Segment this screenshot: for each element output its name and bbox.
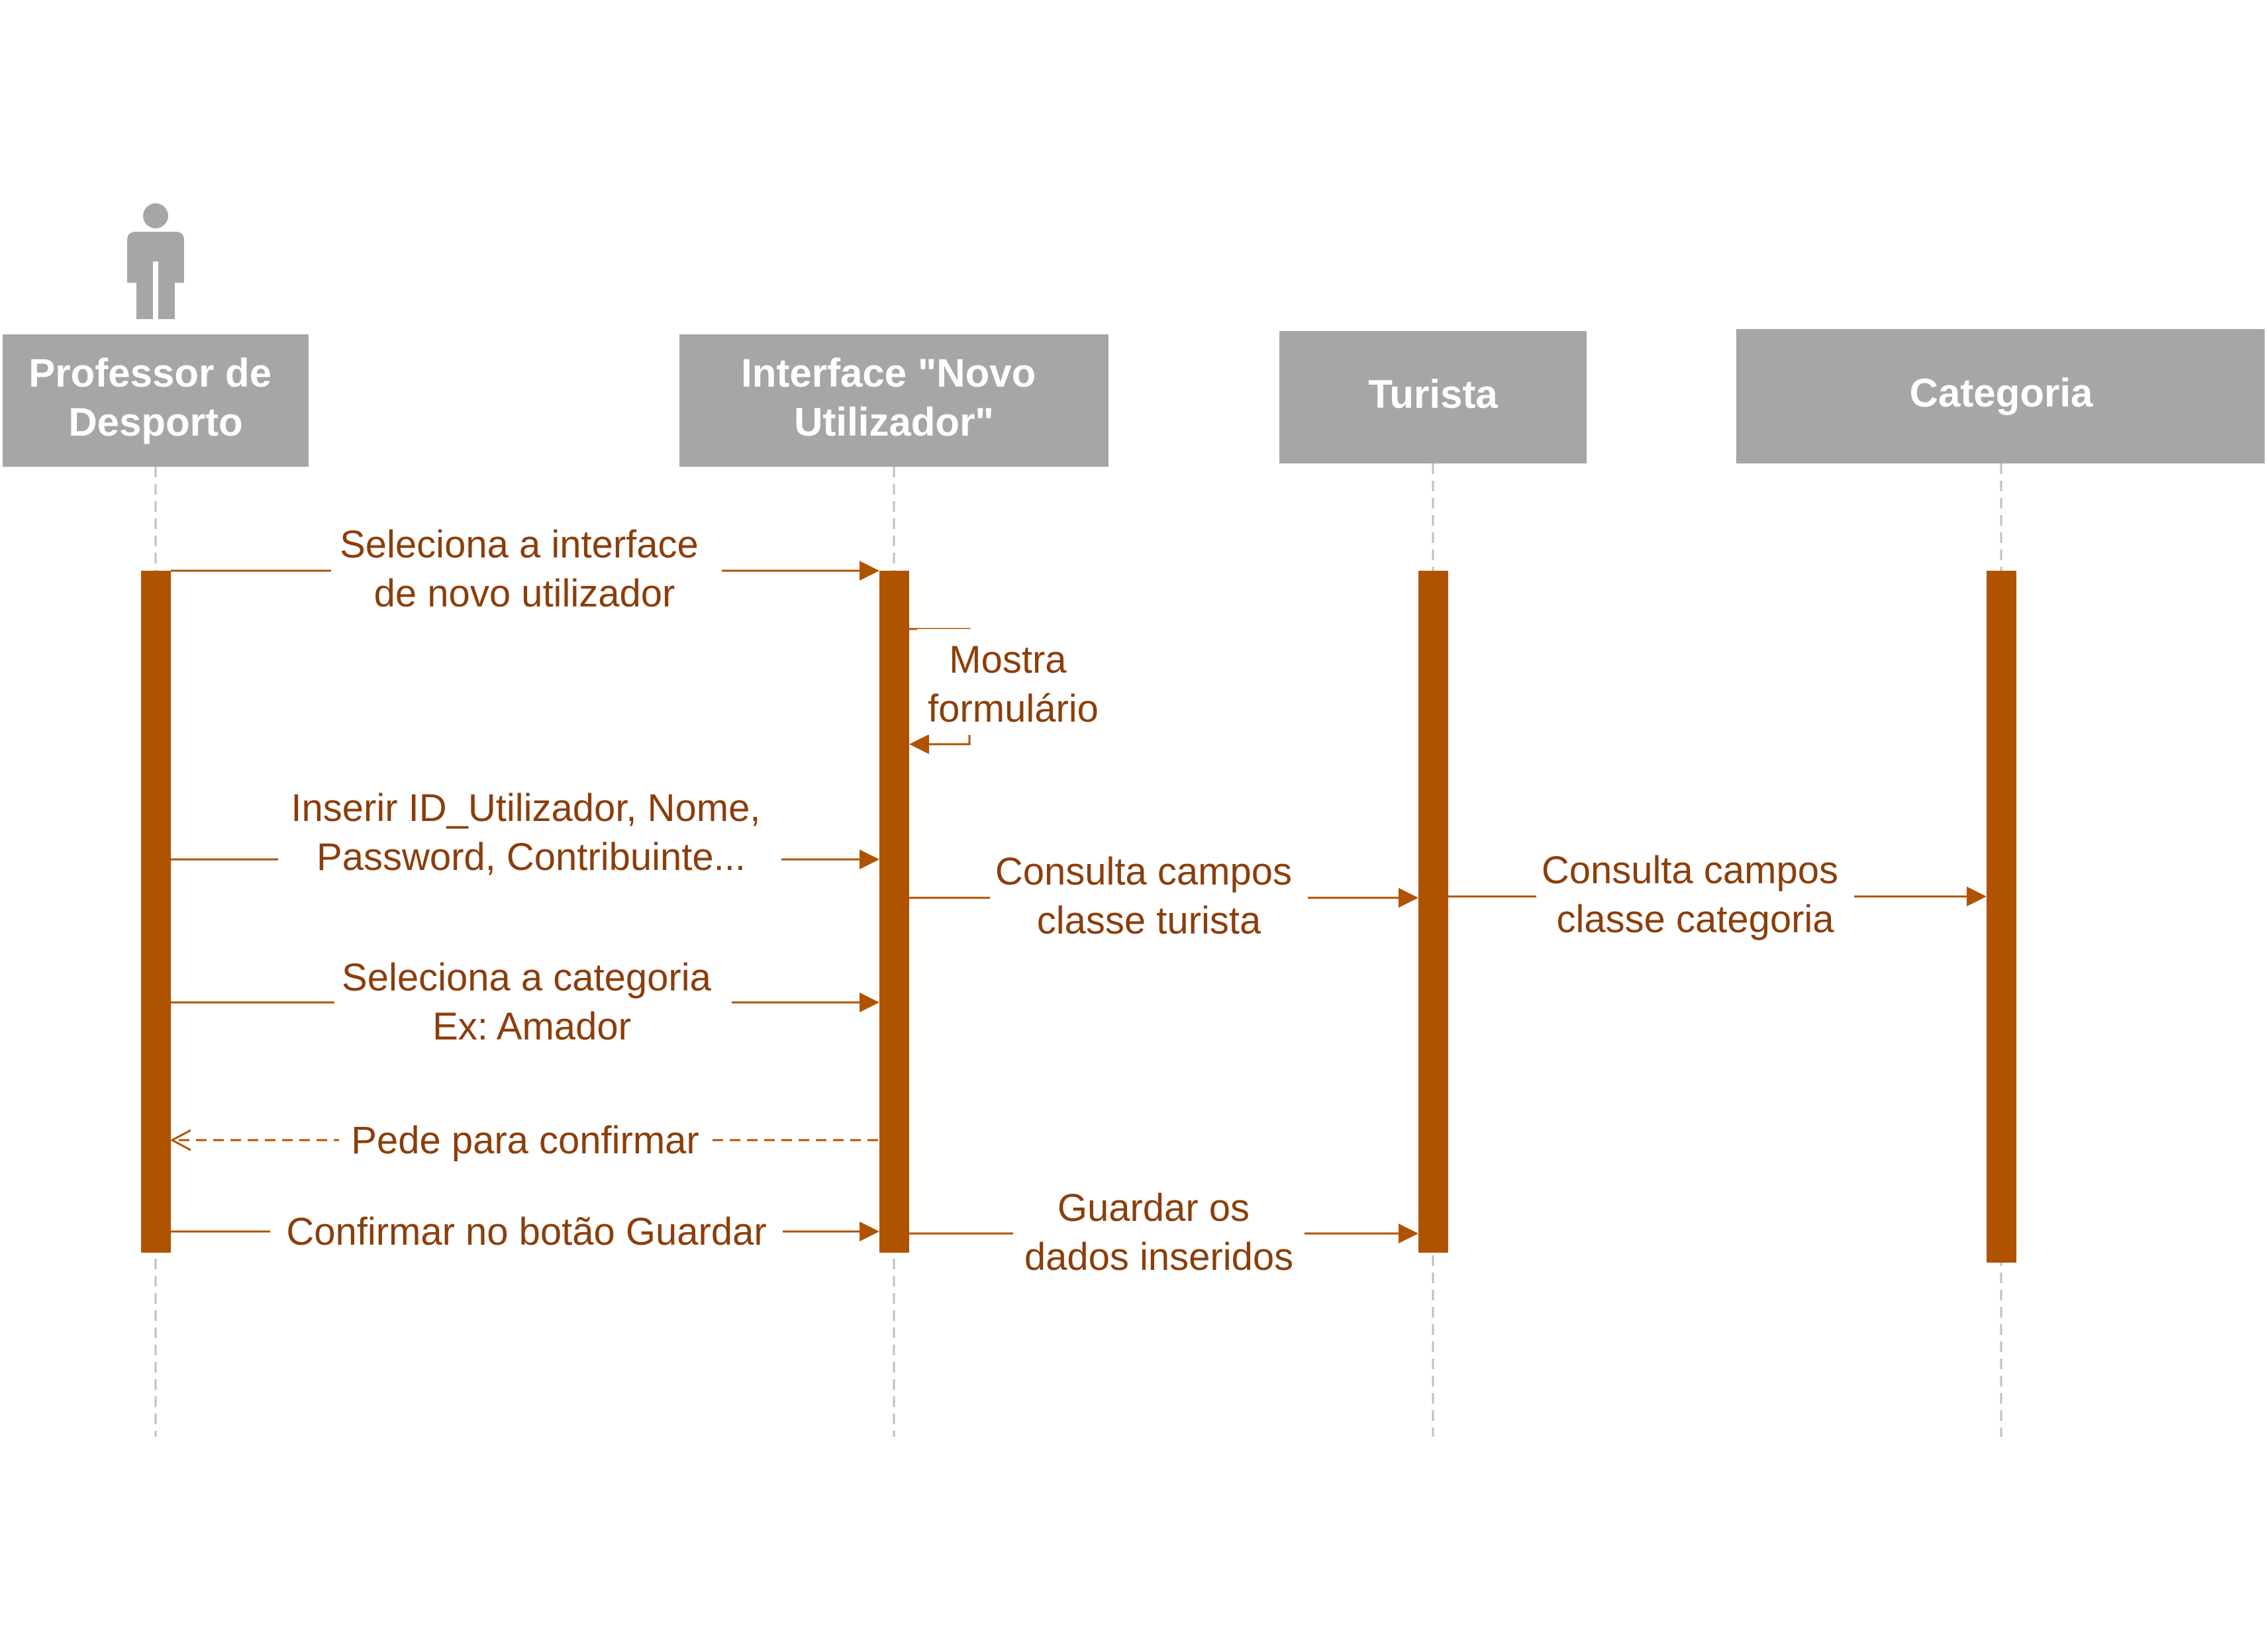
message-label-line: Password, Contribuinte...	[317, 836, 746, 879]
message-m5: Consulta campos classe categoria	[1448, 841, 1987, 947]
message-label-line: dados inseridos	[1024, 1235, 1293, 1279]
lifeline-title-line: Categoria	[1910, 371, 2093, 415]
lifeline-header-professor: Professor de Desporto	[3, 334, 309, 467]
svg-text:Consulta campos classe c: Consulta campos classe categoria	[1542, 849, 1849, 941]
message-m1: Seleciona a interface de novo utilizador	[171, 516, 879, 622]
lifeline-header-turista: Turista	[1279, 331, 1587, 463]
activation-bar-turista	[1418, 571, 1448, 1253]
lifeline-header-categoria: Categoria	[1736, 329, 2265, 463]
message-label-line: Ex: Amador	[432, 1005, 631, 1048]
message-label-line: Confirmar no botão Guardar	[286, 1210, 766, 1253]
svg-text:Guardar os dados inserid: Guardar os dados inseridos	[1024, 1186, 1293, 1279]
message-label-line: Pede para confirmar	[351, 1119, 699, 1162]
lifeline-title-line: Turista	[1368, 372, 1498, 416]
svg-text:Professor de Desporto: Professor de Desporto	[28, 351, 282, 444]
svg-text:Consulta campos classe t: Consulta campos classe turista	[995, 850, 1303, 942]
svg-text:Inserir ID_Utilizador, Nome,: Inserir ID_Utilizador, Nome, Password, C…	[291, 787, 771, 879]
message-label-line: classe categoria	[1556, 898, 1834, 941]
message-m7: Pede para confirmar	[170, 1112, 878, 1165]
svg-text:Seleciona a categoria Ex: Seleciona a categoria Ex: Amador	[342, 956, 722, 1048]
lifeline-header-interface: Interface "Novo Utilizador"	[679, 334, 1109, 467]
lifeline-title-line: Utilizador"	[794, 400, 994, 444]
svg-text:Confirmar no botão Guardar: Confirmar no botão Guardar	[286, 1210, 766, 1253]
message-label-line: Consulta campos	[1542, 849, 1838, 892]
svg-text:Mostra formulário: Mostra formulário	[928, 638, 1099, 730]
lifeline-title-line: Professor de	[28, 351, 271, 395]
message-label-line: Mostra	[949, 638, 1067, 681]
svg-text:Interface "Novo Utilizad: Interface "Novo Utilizador"	[741, 351, 1047, 444]
message-m6: Seleciona a categoria Ex: Amador	[171, 950, 879, 1056]
activation-bar-categoria	[1987, 571, 2016, 1263]
message-m2: Mostra formulário	[909, 628, 1109, 754]
message-label-line: Inserir ID_Utilizador, Nome,	[291, 787, 760, 830]
message-label-line: Seleciona a interface	[340, 523, 699, 566]
message-m3: Inserir ID_Utilizador, Nome, Password, C…	[171, 781, 879, 887]
svg-text:Seleciona a interface de: Seleciona a interface de novo utilizador	[340, 523, 709, 615]
message-m8: Confirmar no botão Guardar	[171, 1204, 879, 1257]
message-m4: Consulta campos classe turista	[909, 842, 1418, 948]
svg-text:Turista: Turista	[1368, 372, 1498, 416]
lifeline-title-line: Desporto	[68, 400, 242, 444]
message-label-line: Consulta campos	[995, 850, 1292, 893]
lifeline-title-line: Interface "Novo	[741, 351, 1036, 395]
activation-bar-professor	[141, 571, 171, 1253]
activation-bar-interface	[879, 571, 909, 1253]
message-label-line: de novo utilizador	[374, 572, 675, 615]
message-label-line: formulário	[928, 687, 1099, 730]
message-label-line: classe turista	[1037, 899, 1261, 942]
message-m9: Guardar os dados inseridos	[909, 1172, 1418, 1279]
svg-text:Pede para confirmar: Pede para confirmar	[351, 1119, 699, 1162]
message-label-line: Seleciona a categoria	[342, 956, 712, 999]
svg-text:Categoria: Categoria	[1910, 371, 2093, 415]
person-icon	[127, 203, 184, 319]
message-label-line: Guardar os	[1058, 1186, 1250, 1230]
